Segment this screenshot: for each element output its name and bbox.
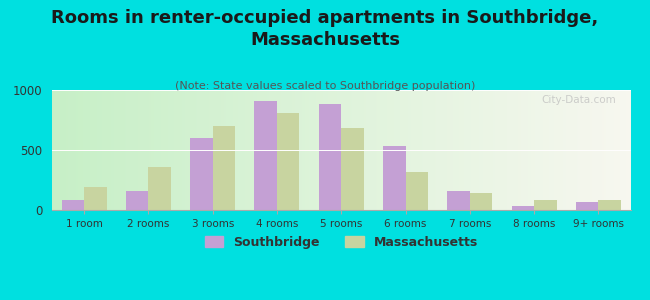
Bar <box>148 167 171 210</box>
Bar <box>318 104 341 210</box>
Bar <box>576 202 599 210</box>
Bar <box>62 200 84 210</box>
Bar <box>255 101 277 210</box>
Bar <box>383 146 406 210</box>
Bar <box>190 138 213 210</box>
Text: (Note: State values scaled to Southbridge population): (Note: State values scaled to Southbridg… <box>175 81 475 91</box>
Bar <box>470 193 492 210</box>
Bar <box>599 200 621 210</box>
Text: Rooms in renter-occupied apartments in Southbridge,
Massachusetts: Rooms in renter-occupied apartments in S… <box>51 9 599 49</box>
Bar <box>126 191 148 210</box>
Bar <box>447 191 470 210</box>
Bar <box>512 206 534 210</box>
Legend: Southbridge, Massachusetts: Southbridge, Massachusetts <box>200 231 483 254</box>
Bar <box>406 172 428 210</box>
Bar <box>213 126 235 210</box>
Bar <box>84 187 107 210</box>
Bar <box>277 113 300 210</box>
Bar <box>534 200 556 210</box>
Bar <box>341 128 364 210</box>
Text: City-Data.com: City-Data.com <box>541 95 616 105</box>
